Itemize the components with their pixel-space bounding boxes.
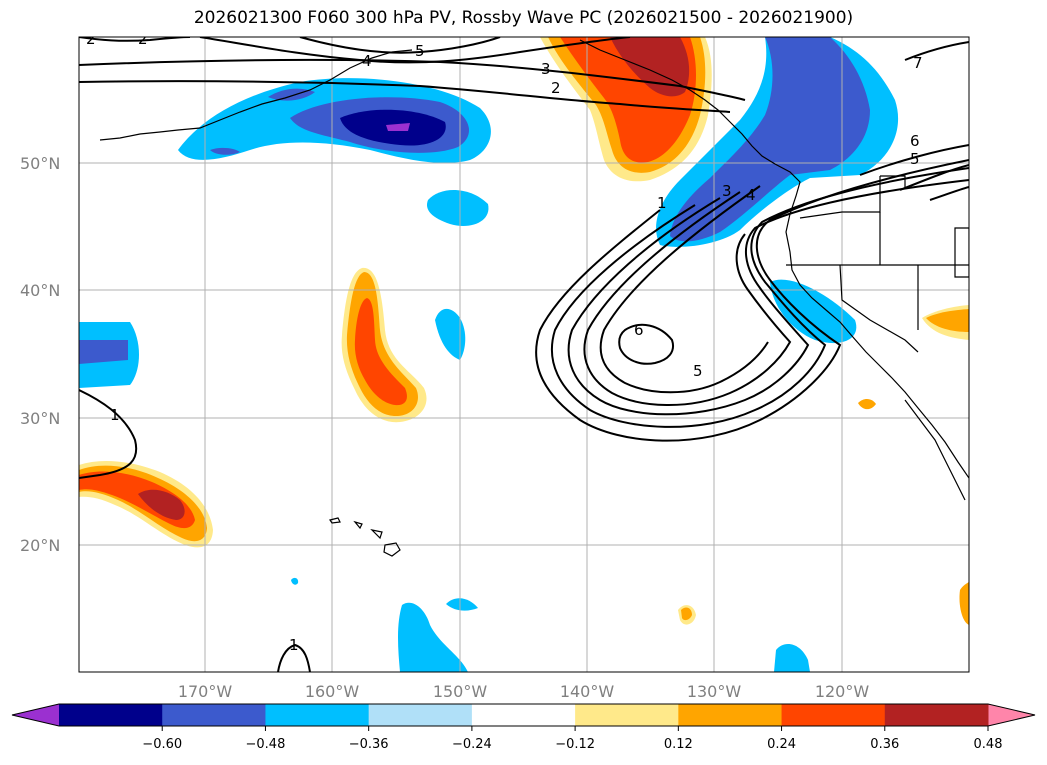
negative-anomaly-small-pacific xyxy=(79,189,857,672)
colorbar-cell xyxy=(471,704,576,726)
colorbar-extend-high xyxy=(988,704,1035,726)
colorbar-cell xyxy=(575,704,679,726)
colorbar-cell xyxy=(678,704,783,726)
contour-label: 3 xyxy=(722,182,732,200)
map-frame xyxy=(78,36,970,673)
colorbar-tick-label: −0.36 xyxy=(349,737,389,752)
contour-label: 1 xyxy=(289,636,299,654)
lon-label: 170°W xyxy=(178,682,233,701)
contour-label: 6 xyxy=(634,321,644,339)
colorbar-tick-label: 0.48 xyxy=(974,737,1003,752)
colorbar-tick-label: 0.36 xyxy=(870,737,899,752)
positive-anomaly-alaska xyxy=(540,37,712,182)
colorbar-tick-label: −0.60 xyxy=(142,737,182,752)
lon-label: 140°W xyxy=(560,682,615,701)
contour-label: 4 xyxy=(746,186,756,204)
lon-label: 150°W xyxy=(433,682,488,701)
latitude-labels: 50°N 40°N 30°N 20°N xyxy=(20,154,60,555)
contour-label: 2 xyxy=(551,79,561,97)
colorbar-cell xyxy=(368,704,473,726)
colorbar-cell xyxy=(162,704,266,726)
lon-label: 120°W xyxy=(815,682,870,701)
contour-label: 5 xyxy=(910,150,920,168)
contour-label: 1 xyxy=(657,194,667,212)
colorbar-tick-label: 0.24 xyxy=(767,737,796,752)
positive-anomaly-small xyxy=(678,305,969,625)
colorbar-cell xyxy=(884,704,989,726)
negative-anomaly-british-columbia xyxy=(656,37,899,247)
map-title: 2026021300 F060 300 hPa PV, Rossby Wave … xyxy=(193,8,854,28)
lat-label: 20°N xyxy=(20,536,60,555)
coastlines xyxy=(99,39,969,501)
colorbar-extend-low xyxy=(12,704,59,726)
lat-label: 50°N xyxy=(20,154,60,173)
lat-label: 30°N xyxy=(20,409,60,428)
longitude-labels: 170°W 160°W 150°W 140°W 130°W 120°W xyxy=(178,682,870,701)
colorbar-tick-label: −0.48 xyxy=(246,737,286,752)
hawaii-islands xyxy=(329,517,401,557)
colorbar-tick-label: −0.12 xyxy=(555,737,595,752)
map-panel: 2 2 3 2 5 4 1 3 4 6 5 6 5 7 1 1 xyxy=(79,30,969,672)
pv-contours xyxy=(79,37,969,672)
colorbar: −0.60 −0.48 −0.36 −0.24 −0.12 0.12 0.24 0.36 0.4… xyxy=(11,703,1036,752)
lon-label: 130°W xyxy=(687,682,742,701)
contour-label: 7 xyxy=(913,54,923,72)
colorbar-cell xyxy=(265,704,370,726)
lon-label: 160°W xyxy=(305,682,360,701)
contour-label: 5 xyxy=(693,362,703,380)
lat-label: 40°N xyxy=(20,281,60,300)
contour-label: 2 xyxy=(138,30,148,48)
contour-label: 3 xyxy=(541,60,551,78)
gridlines xyxy=(79,37,969,672)
colorbar-cell xyxy=(781,704,886,726)
positive-anomaly-mid-pacific xyxy=(341,267,427,423)
contour-labels: 2 2 3 2 5 4 1 3 4 6 5 6 5 7 1 1 xyxy=(86,30,923,654)
contour-label: 4 xyxy=(362,52,372,70)
colorbar-outline xyxy=(11,703,1036,727)
contour-label: 1 xyxy=(110,406,120,424)
positive-anomaly-hawaii-west xyxy=(79,460,213,548)
contour-label: 5 xyxy=(415,42,425,60)
colorbar-tick-label: −0.24 xyxy=(452,737,492,752)
contour-label: 6 xyxy=(910,132,920,150)
contour-label: 2 xyxy=(86,30,96,48)
colorbar-tick-label: 0.12 xyxy=(664,737,693,752)
colorbar-cell xyxy=(59,704,163,726)
